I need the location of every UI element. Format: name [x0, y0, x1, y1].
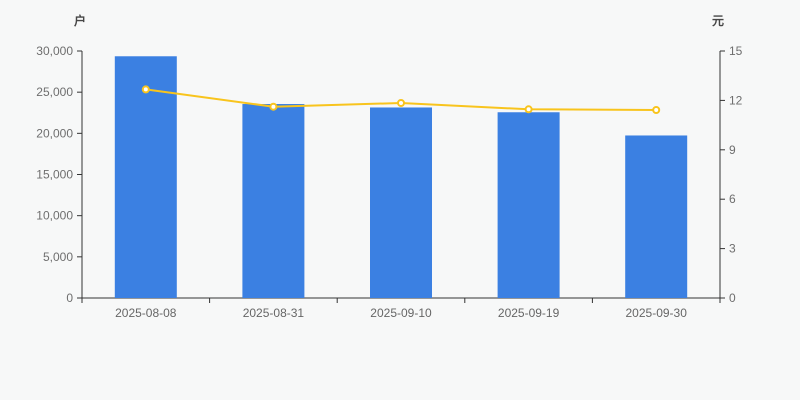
- bar[interactable]: [242, 104, 305, 298]
- bar[interactable]: [497, 112, 560, 298]
- left-axis-tick-label: 15,000: [36, 168, 73, 182]
- right-axis-tick-label: 15: [729, 44, 743, 58]
- left-axis-tick-label: 30,000: [36, 44, 73, 58]
- x-axis-category-label: 2025-09-10: [370, 306, 432, 320]
- left-axis-tick-label: 5,000: [43, 250, 73, 264]
- right-axis-tick-label: 9: [729, 143, 736, 157]
- price-point[interactable]: [652, 106, 661, 114]
- right-axis-tick-label: 3: [729, 242, 736, 256]
- x-axis-category-label: 2025-09-30: [626, 306, 688, 320]
- left-axis-tick-label: 20,000: [36, 126, 73, 140]
- price-point[interactable]: [269, 102, 278, 111]
- price-point[interactable]: [141, 85, 150, 94]
- bar[interactable]: [625, 135, 688, 298]
- bar[interactable]: [114, 56, 177, 298]
- right-axis-unit-label: 元: [712, 14, 724, 28]
- x-axis-category-label: 2025-08-31: [243, 306, 305, 320]
- price-point[interactable]: [397, 99, 405, 107]
- left-axis-unit-label: 户: [74, 13, 86, 28]
- left-axis-tick-label: 0: [66, 291, 73, 305]
- x-axis-category-label: 2025-09-19: [498, 306, 560, 320]
- x-axis-category-label: 2025-08-08: [115, 306, 177, 320]
- right-axis-tick-label: 0: [729, 291, 736, 305]
- right-axis-tick-label: 12: [729, 93, 743, 107]
- bar[interactable]: [370, 107, 432, 298]
- price-point[interactable]: [524, 105, 533, 114]
- left-axis-tick-label: 10,000: [36, 209, 73, 223]
- right-axis-tick-label: 6: [729, 192, 736, 206]
- left-axis-tick-label: 25,000: [36, 85, 73, 99]
